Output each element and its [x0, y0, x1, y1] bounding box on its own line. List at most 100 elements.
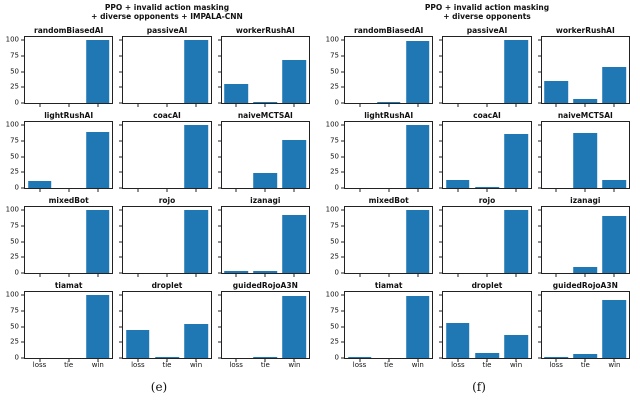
y-tick-mark [21, 124, 24, 126]
y-tick-mark [537, 209, 541, 211]
bar-win [405, 125, 430, 188]
x-tick-label: win [411, 361, 424, 369]
y-tick-mark [119, 86, 123, 88]
y-tick-mark [119, 341, 123, 343]
y-tick-mark [217, 326, 221, 328]
y-tick-mark [341, 71, 344, 73]
bar-win [504, 210, 528, 273]
y-tick-label: 0 [14, 98, 19, 107]
x-tick-mark [68, 359, 70, 362]
y-tick-mark [341, 39, 344, 41]
x-tick-mark [264, 104, 266, 107]
subplot-coacAI: coacAI [439, 110, 532, 192]
y-tick-mark [217, 55, 221, 57]
x-tick-mark [555, 104, 557, 107]
y-tick-label: 25 [10, 82, 19, 91]
y-tick-mark [537, 241, 541, 243]
x-tick-mark [97, 359, 99, 362]
y-tick-mark [21, 256, 24, 258]
y-tick-mark [341, 102, 344, 104]
x-tick-mark [417, 274, 419, 277]
plot-area [217, 206, 310, 277]
y-tick-mark [439, 156, 443, 158]
x-tick-mark [584, 189, 586, 192]
x-tick-mark [613, 104, 615, 107]
plot-area [119, 36, 212, 107]
x-tick-mark [457, 274, 459, 277]
y-tick-label: 25 [330, 337, 339, 346]
y-tick-mark [21, 39, 24, 41]
figure-e-subplot-grid: randomBiasedAI 0 25 50 75 100 passiveAI workerR… [6, 25, 310, 374]
y-tick-mark [341, 341, 344, 343]
y-tick-mark [439, 294, 443, 296]
y-tick-mark [537, 71, 541, 73]
subplot-title: naiveMCTSAI [237, 111, 293, 120]
y-tick-label: 0 [334, 183, 339, 192]
x-tick-mark [166, 274, 168, 277]
subplot-title: randomBiasedAI [354, 26, 424, 35]
subplot-title: droplet [151, 281, 183, 290]
subplot-izanagi: izanagi [537, 195, 630, 277]
x-tick-mark [584, 359, 586, 362]
subplot-title: tiamat [374, 281, 403, 290]
x-tick-label: loss [352, 361, 367, 369]
x-tick-label: tie [162, 361, 172, 369]
x-tick-mark [235, 359, 237, 362]
y-tick-label: 100 [325, 35, 339, 44]
subplot-randomBiasedAI: randomBiasedAI 0 25 50 75 100 [326, 25, 434, 107]
y-tick-mark [217, 140, 221, 142]
bar-win [85, 210, 110, 273]
x-tick-mark [235, 274, 237, 277]
bar-loss [224, 270, 248, 273]
y-tick-mark [537, 187, 541, 189]
y-tick-label: 100 [325, 290, 339, 299]
bar-win [405, 295, 430, 358]
x-tick-mark [166, 359, 168, 362]
x-tick-label: tie [260, 361, 270, 369]
plot-area [439, 121, 532, 192]
y-tick-mark [217, 187, 221, 189]
bar-win [405, 40, 430, 103]
y-tick-mark [21, 55, 24, 57]
subplot-title: coacAI [473, 111, 501, 120]
bar-win [602, 299, 627, 358]
x-tick-mark [264, 359, 266, 362]
y-tick-mark [21, 209, 24, 211]
x-tick-label: loss [32, 361, 47, 369]
y-tick-mark [439, 102, 443, 104]
x-tick-mark [417, 359, 419, 362]
subplot-title: workerRushAI [235, 26, 295, 35]
y-tick-label: 25 [10, 252, 19, 261]
x-tick-mark [195, 274, 197, 277]
x-tick-mark [457, 359, 459, 362]
y-tick-mark [217, 124, 221, 126]
bar-tie [573, 266, 598, 273]
y-tick-mark [217, 171, 221, 173]
y-tick-mark [537, 341, 541, 343]
y-tick-mark [119, 326, 123, 328]
y-tick-mark [341, 241, 344, 243]
bar-loss [347, 357, 372, 358]
y-tick-mark [537, 39, 541, 41]
bar-win [85, 132, 110, 188]
bar-win [282, 295, 307, 358]
bar-win [504, 40, 528, 103]
y-tick-mark [439, 55, 443, 57]
y-tick-mark [217, 156, 221, 158]
plot-area: loss tie win [439, 291, 532, 369]
x-tick-mark [195, 104, 197, 107]
x-tick-mark [293, 274, 295, 277]
y-tick-label: 50 [10, 322, 19, 331]
y-tick-mark [537, 55, 541, 57]
y-tick-label: 75 [10, 221, 19, 230]
y-tick-mark [439, 209, 443, 211]
x-tick-mark [97, 189, 99, 192]
y-tick-mark [119, 71, 123, 73]
x-tick-mark [359, 189, 361, 192]
x-tick-label: tie [580, 361, 590, 369]
y-tick-mark [439, 326, 443, 328]
y-tick-mark [21, 326, 24, 328]
y-tick-mark [439, 256, 443, 258]
y-tick-label: 75 [330, 306, 339, 315]
y-tick-label: 75 [330, 136, 339, 145]
